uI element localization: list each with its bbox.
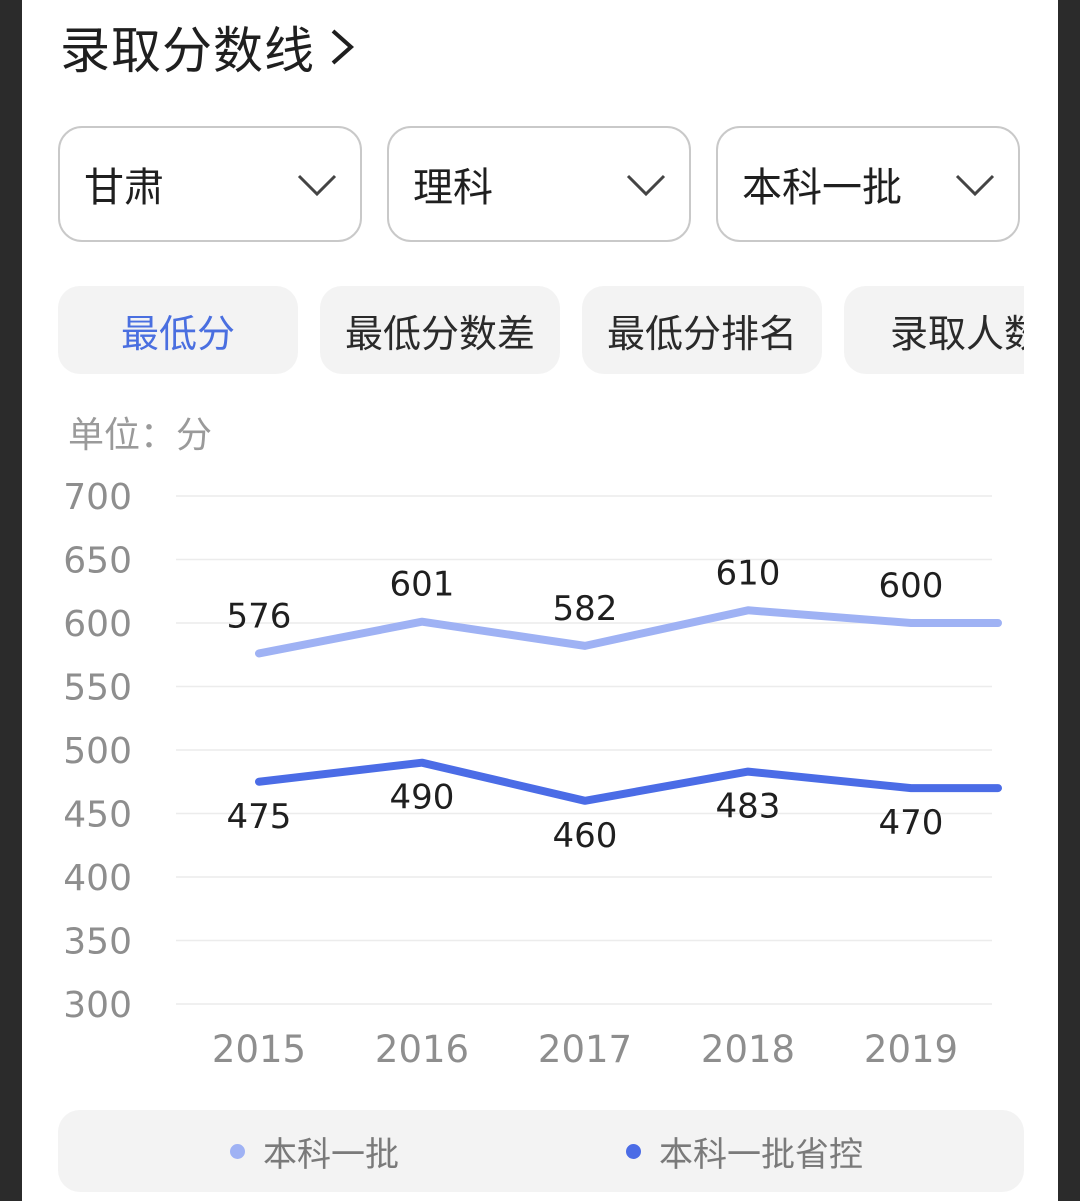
legend-label-series-1: 本科一批	[263, 1134, 399, 1175]
score-line-chart: 700 650 600 550 500 450 400 350 300 2015 2016 2017…	[63, 477, 1002, 1071]
y-tick-label: 700	[63, 477, 132, 518]
series-line-1	[255, 606, 1002, 658]
y-tick-label: 450	[63, 795, 132, 836]
legend-item-series-2[interactable]: 本科一批省控	[626, 1110, 863, 1192]
data-label: 582	[553, 589, 618, 629]
data-label: 475	[227, 797, 292, 837]
y-tick-label: 550	[63, 668, 132, 709]
x-tick-label: 2019	[864, 1028, 958, 1071]
tab-min-score[interactable]: 最低分	[58, 286, 298, 374]
y-tick-label: 500	[63, 731, 132, 772]
data-label: 490	[390, 778, 455, 818]
data-label: 460	[553, 816, 618, 856]
subject-select-value: 理科	[413, 165, 493, 211]
data-label: 610	[716, 553, 781, 593]
province-select-value: 甘肃	[84, 165, 164, 211]
subject-select[interactable]: 理科	[387, 126, 691, 242]
legend-dot-series-2	[626, 1143, 641, 1159]
x-tick-label: 2015	[212, 1028, 306, 1071]
tab-min-score-rank[interactable]: 最低分排名	[582, 286, 822, 374]
y-tick-label: 350	[63, 922, 132, 963]
series-line-2	[255, 758, 1002, 805]
legend-label-series-2: 本科一批省控	[659, 1134, 863, 1175]
data-label: 470	[879, 803, 944, 843]
batch-select-value: 本科一批	[742, 165, 902, 211]
score-line-card: 录取分数线 甘肃 理科 本科一批 最低分 最低分数差 最低分排名 录取人数 单位…	[22, 0, 1058, 1201]
x-tick-label: 2017	[538, 1028, 632, 1071]
y-tick-label: 650	[63, 541, 132, 582]
y-tick-label: 600	[63, 604, 132, 645]
unit-label: 单位：分	[68, 415, 213, 456]
data-label: 600	[879, 566, 944, 606]
chevron-right-icon[interactable]	[329, 24, 359, 70]
metric-tabs: 最低分 最低分数差 最低分排名 录取人数	[58, 286, 1024, 376]
tab-admission-count[interactable]: 录取人数	[844, 286, 1024, 374]
batch-select[interactable]: 本科一批	[716, 126, 1020, 242]
x-tick-label: 2018	[701, 1028, 795, 1071]
chart-legend: 本科一批 本科一批省控	[58, 1110, 1024, 1192]
province-select[interactable]: 甘肃	[58, 126, 362, 242]
y-tick-label: 400	[63, 858, 132, 899]
data-label: 601	[390, 565, 455, 605]
chevron-down-icon	[297, 174, 337, 197]
data-label: 483	[716, 787, 781, 827]
data-label: 576	[227, 596, 292, 636]
section-header[interactable]: 录取分数线	[60, 12, 359, 82]
legend-dot-series-1	[230, 1143, 245, 1159]
y-tick-label: 300	[63, 985, 132, 1026]
chevron-down-icon	[955, 174, 995, 197]
x-tick-label: 2016	[375, 1028, 469, 1071]
page-title: 录取分数线	[60, 22, 315, 80]
tab-min-score-diff[interactable]: 最低分数差	[320, 286, 560, 374]
legend-item-series-1[interactable]: 本科一批	[230, 1110, 399, 1192]
chevron-down-icon	[626, 174, 666, 197]
